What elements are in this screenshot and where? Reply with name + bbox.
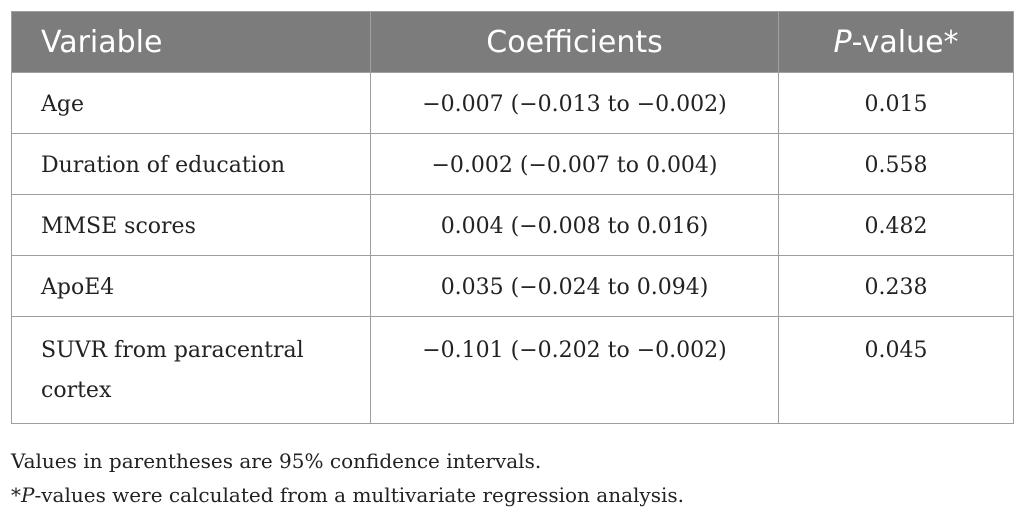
header-coefficients: Coefficients (370, 11, 779, 73)
cell-p-value: 0.045 (778, 316, 1014, 424)
table-row: Duration of education −0.002 (−0.007 to … (11, 133, 1014, 195)
table-header-row: Variable Coefficients P-value* (11, 11, 1014, 73)
cell-p-value: 0.482 (778, 194, 1014, 256)
footnote-asterisk: * (11, 483, 21, 507)
cell-coefficient: −0.007 (−0.013 to −0.002) (370, 72, 779, 134)
footnote-p-rest: -values were calculated from a multivari… (34, 483, 684, 507)
regression-table: Variable Coefficients P-value* Age −0.00… (11, 11, 1014, 424)
cell-coefficient: −0.002 (−0.007 to 0.004) (370, 133, 779, 195)
cell-coefficient: 0.035 (−0.024 to 0.094) (370, 255, 779, 317)
cell-coefficient: 0.004 (−0.008 to 0.016) (370, 194, 779, 256)
table-row: Age −0.007 (−0.013 to −0.002) 0.015 (11, 72, 1014, 134)
cell-variable: Age (11, 72, 371, 134)
header-p-italic: P (833, 24, 852, 60)
cell-p-value: 0.558 (778, 133, 1014, 195)
cell-p-value: 0.015 (778, 72, 1014, 134)
cell-variable: Duration of education (11, 133, 371, 195)
footnote-confidence-intervals: Values in parentheses are 95% confidence… (11, 449, 542, 473)
cell-coefficient: −0.101 (−0.202 to −0.002) (370, 316, 779, 424)
table-row: MMSE scores 0.004 (−0.008 to 0.016) 0.48… (11, 194, 1014, 256)
table-footnotes: Values in parentheses are 95% confidence… (11, 444, 684, 512)
table-row: ApoE4 0.035 (−0.024 to 0.094) 0.238 (11, 255, 1014, 317)
table-row: SUVR from paracentral cortex −0.101 (−0.… (11, 316, 1014, 424)
cell-variable: SUVR from paracentral cortex (11, 316, 371, 424)
footnote-p-italic: P (21, 483, 35, 507)
cell-variable: ApoE4 (11, 255, 371, 317)
header-variable: Variable (11, 11, 371, 73)
cell-variable: MMSE scores (11, 194, 371, 256)
cell-p-value: 0.238 (778, 255, 1014, 317)
header-p-rest: -value* (851, 24, 959, 60)
footnote-p-values: *P-values were calculated from a multiva… (11, 478, 684, 512)
header-p-value: P-value* (778, 11, 1014, 73)
